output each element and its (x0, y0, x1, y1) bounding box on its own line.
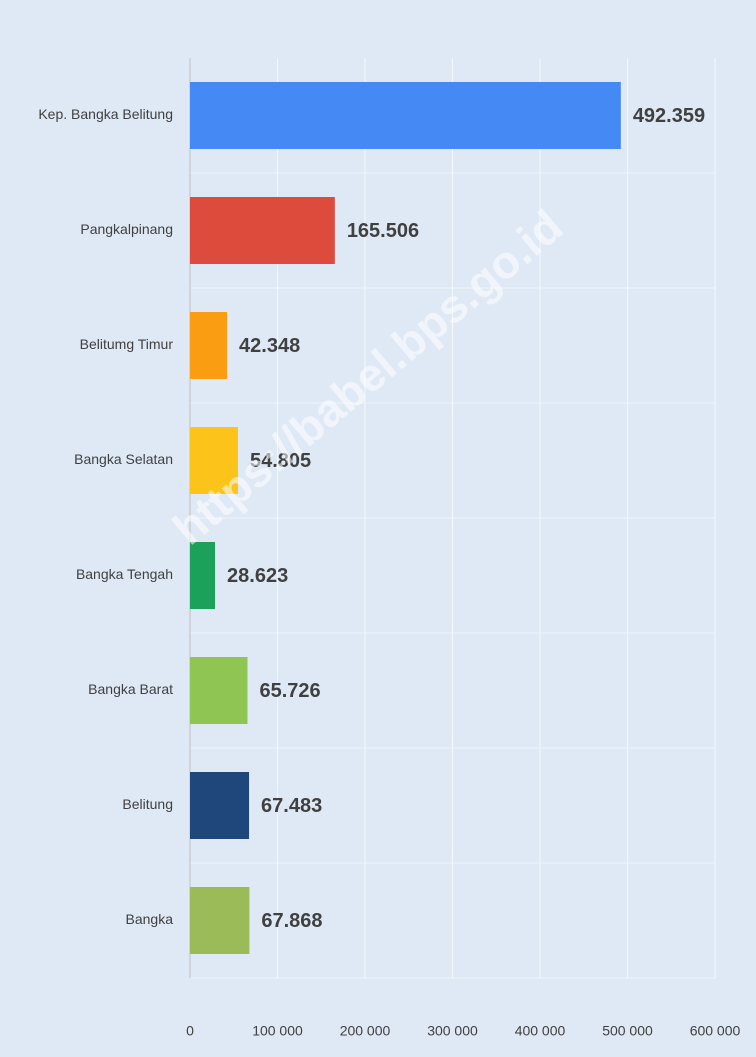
data-label: 67.483 (261, 795, 322, 817)
bar (190, 82, 621, 149)
bar (190, 542, 216, 609)
data-label: 28.623 (227, 565, 288, 587)
y-tick-label: Bangka (126, 911, 174, 927)
data-label: 492.359 (633, 105, 705, 127)
x-tick-label: 0 (186, 1023, 194, 1039)
data-label: 67.868 (261, 910, 322, 932)
y-tick-label: Belitung (122, 796, 173, 812)
data-label: 165.506 (347, 220, 419, 242)
data-label: 65.726 (260, 680, 321, 702)
bar (190, 197, 335, 264)
bar (190, 772, 250, 839)
bar (190, 427, 238, 494)
bar (190, 312, 228, 379)
x-tick-label: 200 000 (340, 1023, 391, 1039)
y-tick-label: Bangka Selatan (74, 451, 173, 467)
y-tick-label: Belitumg Timur (80, 336, 174, 352)
x-tick-label: 500 000 (602, 1023, 653, 1039)
data-label: 42.348 (239, 335, 300, 357)
x-tick-label: 100 000 (252, 1023, 303, 1039)
bar (190, 657, 248, 724)
data-label: 54.805 (250, 450, 311, 472)
bar (190, 887, 250, 954)
y-tick-label: Pangkalpinang (80, 221, 173, 237)
y-tick-label: Bangka Barat (88, 681, 173, 697)
y-tick-label: Bangka Tengah (76, 566, 173, 582)
x-tick-label: 400 000 (515, 1023, 566, 1039)
x-tick-label: 300 000 (427, 1023, 478, 1039)
x-tick-label: 600 000 (690, 1023, 741, 1039)
y-tick-label: Kep. Bangka Belitung (38, 106, 173, 122)
